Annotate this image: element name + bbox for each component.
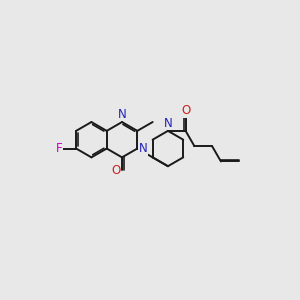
- Text: N: N: [118, 108, 126, 121]
- Text: N: N: [164, 117, 172, 130]
- Text: F: F: [56, 142, 62, 155]
- Text: N: N: [139, 142, 148, 155]
- Text: O: O: [181, 104, 190, 117]
- Text: O: O: [111, 164, 120, 177]
